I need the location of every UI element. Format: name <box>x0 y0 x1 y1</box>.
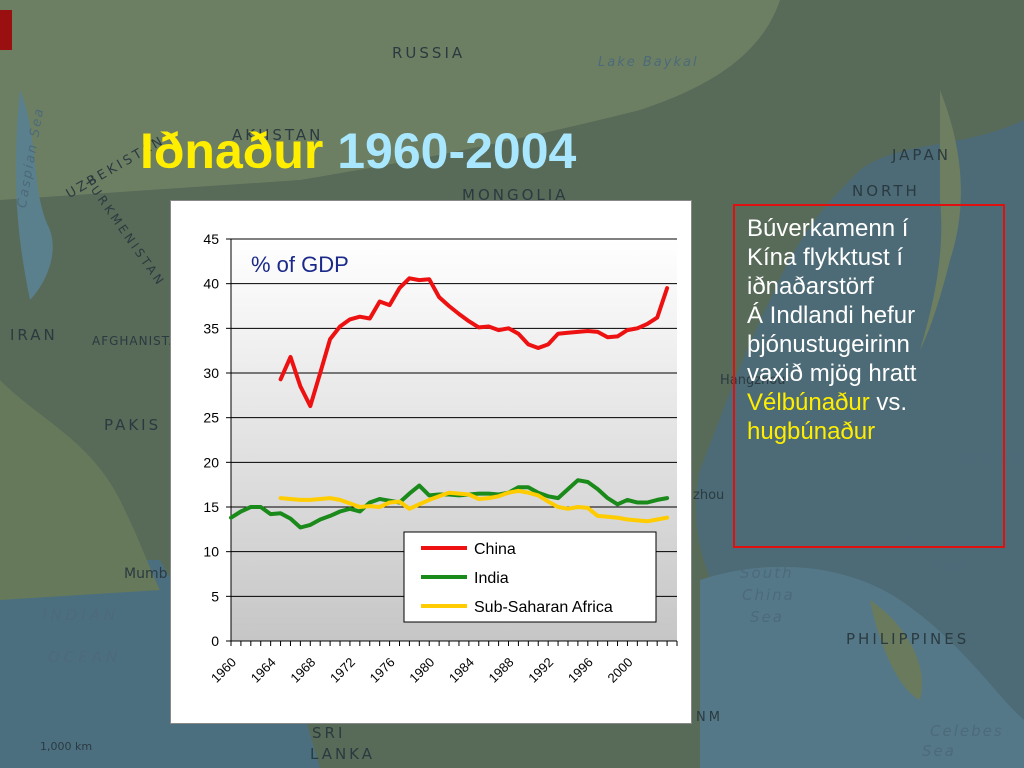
red-corner-tab <box>0 10 12 50</box>
map-label-afghanistan: AFGHANISTAN <box>92 334 189 348</box>
x-tick-label: 1988 <box>486 655 517 686</box>
x-tick-label: 1960 <box>208 655 239 686</box>
text-vs: vs. <box>869 389 908 416</box>
y-tick-label: 30 <box>203 365 219 381</box>
map-label-indian-ocean-1: INDIAN <box>42 606 120 624</box>
y-tick-label: 35 <box>203 320 219 336</box>
map-label-indian-ocean-2: OCEAN <box>48 648 122 666</box>
chart-panel: 0 5 10 15 20 25 30 35 40 45 1960 1964 1968 1972 1976 19… <box>170 200 692 724</box>
legend-label-2: Sub-Saharan Africa <box>474 599 613 616</box>
map-label-south-china-sea-1: South <box>740 564 794 582</box>
text-line-7: Vélbúnaður vs. <box>747 388 993 417</box>
map-label-pakistan: PAKIS <box>104 416 162 434</box>
map-label-mongolia: MONGOLIA <box>462 186 569 204</box>
map-label-philippine-sea-1: Philippine <box>908 536 1002 554</box>
map-label-kazakhstan: AKHSTAN <box>232 126 324 144</box>
map-label-nm: NM <box>696 710 723 725</box>
x-tick-label: 1996 <box>565 655 596 686</box>
y-tick-label: 20 <box>203 454 219 470</box>
text-line-4: Á Indlandi hefur <box>747 302 916 329</box>
map-label-japan: JAPAN <box>892 146 951 164</box>
title-years: 1960-2004 <box>337 123 577 179</box>
map-label-russia: RUSSIA <box>392 44 466 62</box>
y-tick-label: 40 <box>203 276 219 292</box>
map-label-sri-lanka-1: SRI <box>312 724 346 742</box>
x-tick-label: 1972 <box>327 655 358 686</box>
legend-label-0: China <box>474 541 516 558</box>
map-label-celebes-sea-2: Sea <box>922 742 956 760</box>
map-label-ocean-right: OCEAN <box>960 450 1024 468</box>
y-tick-label: 0 <box>211 633 219 649</box>
y-tick-label: 15 <box>203 499 219 515</box>
map-label-mumbai: Mumb <box>124 566 168 582</box>
y-tick-label: 5 <box>211 588 219 604</box>
x-tick-label: 1976 <box>367 655 398 686</box>
y-tick-label: 25 <box>203 410 219 426</box>
map-label-south-china-sea-2: China <box>742 586 795 604</box>
highlight-software: hugbúnaður <box>747 418 876 445</box>
text-line-1: Búverkamenn í <box>747 215 909 242</box>
x-tick-label: 1968 <box>287 655 318 686</box>
text-line-2: Kína flykktust í <box>747 244 904 271</box>
text-line-6: vaxið mjög hratt <box>747 360 917 387</box>
map-label-philippines: PHILIPPINES <box>846 630 970 648</box>
y-tick-label: 45 <box>203 231 219 247</box>
map-label-iran: IRAN <box>10 326 58 344</box>
map-scale-label: 1,000 km <box>40 740 93 753</box>
series-line-0 <box>278 276 670 409</box>
x-tick-label: 1964 <box>248 655 279 686</box>
text-line-3: iðnaðarstörf <box>747 273 874 300</box>
slide-title: Iðnaður 1960-2004 <box>140 122 576 180</box>
map-label-philippine-sea-2: Sea <box>932 558 966 576</box>
highlight-hardware: Vélbúnaður <box>747 389 870 416</box>
map-label-zhou: zhou <box>693 488 725 503</box>
map-label-hangzhou: Hangzhou <box>720 373 786 388</box>
title-word: Iðnaður <box>140 123 324 179</box>
chart-inner-label: % of GDP <box>251 252 349 277</box>
text-box: Búverkamenn í Kína flykktust í iðnaðarst… <box>733 204 1005 548</box>
map-label-celebes-sea-1: Celebes <box>930 722 1004 740</box>
x-tick-label: 1980 <box>406 655 437 686</box>
legend-label-1: India <box>474 570 509 587</box>
map-label-lake-baykal: Lake Baykal <box>598 55 699 70</box>
map-label-north-korea: NORTH <box>852 182 920 200</box>
text-line-5: þjónustugeirinn <box>747 331 910 358</box>
series-line-2 <box>278 488 670 524</box>
map-label-sri-lanka-2: LANKA <box>310 745 376 763</box>
x-tick-label: 2000 <box>605 655 636 686</box>
map-label-south-china-sea-3: Sea <box>750 608 784 626</box>
x-tick-label: 1984 <box>446 655 477 686</box>
y-tick-label: 10 <box>203 544 219 560</box>
x-tick-label: 1992 <box>525 655 556 686</box>
line-chart: 0 5 10 15 20 25 30 35 40 45 1960 1964 1968 1972 1976 19… <box>203 231 678 686</box>
